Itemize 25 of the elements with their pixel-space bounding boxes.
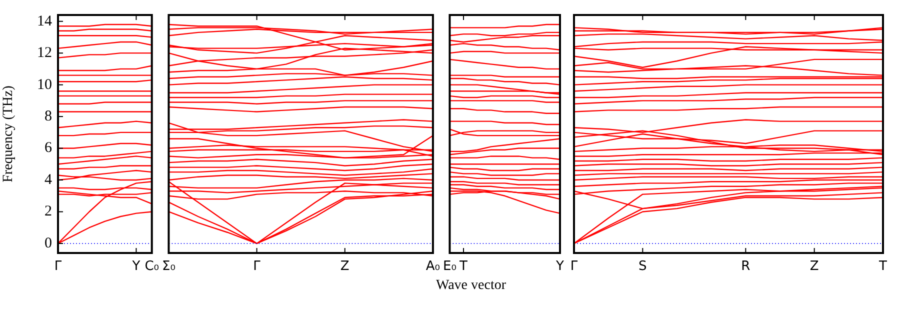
x-tick-label: Σ₀ bbox=[162, 259, 176, 274]
x-tick-label: C₀ bbox=[144, 259, 160, 274]
y-tick-label: 10 bbox=[37, 76, 52, 93]
y-tick-label: 12 bbox=[37, 45, 52, 62]
x-tick-label: Γ bbox=[570, 259, 578, 274]
y-tick-label: 2 bbox=[44, 204, 52, 220]
x-tick-label: Z bbox=[340, 259, 350, 274]
y-tick-label: 14 bbox=[37, 13, 52, 30]
y-tick-label: 4 bbox=[44, 172, 52, 188]
x-tick-label: Γ bbox=[253, 259, 262, 274]
x-tick-label: R bbox=[741, 259, 750, 274]
y-tick-label: 0 bbox=[44, 235, 52, 252]
x-tick-label: A₀ bbox=[426, 259, 440, 274]
x-tick-label: T bbox=[878, 259, 888, 274]
y-axis-title: Frequency (THz) bbox=[1, 85, 16, 182]
y-tick-label: 8 bbox=[44, 108, 52, 124]
x-tick-label: Γ bbox=[54, 259, 62, 274]
x-tick-label: Z bbox=[810, 259, 819, 274]
x-axis-title: Wave vector bbox=[436, 278, 506, 294]
y-tick-label: 6 bbox=[44, 140, 52, 156]
x-tick-label: Y bbox=[555, 259, 564, 274]
x-tick-label: E₀ bbox=[442, 259, 456, 274]
x-tick-label: S bbox=[638, 259, 647, 274]
x-tick-label: Y bbox=[131, 259, 140, 274]
x-tick-label: T bbox=[458, 259, 468, 274]
